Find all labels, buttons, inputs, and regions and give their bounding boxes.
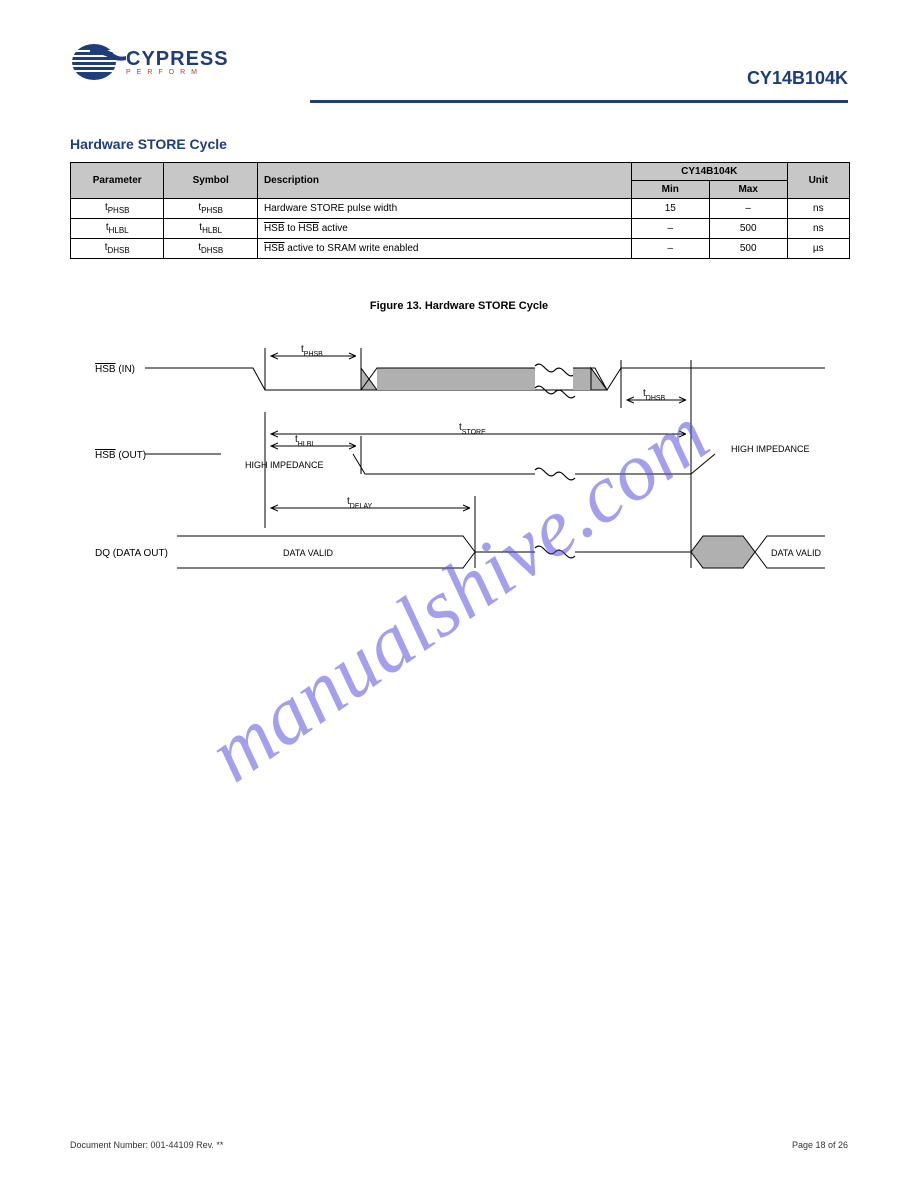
svg-text:tDHSB: tDHSB — [643, 388, 666, 402]
col-max: Max — [709, 181, 787, 199]
label-high-impedance-2: HIGH IMPEDANCE — [731, 444, 810, 454]
footer-right: Page 18 of 26 — [792, 1140, 848, 1150]
timing-diagram: HSB (IN) tPHSB tSTORE — [95, 328, 825, 598]
table-head: Parameter Symbol Description CY14B104K U… — [71, 163, 850, 199]
svg-text:tHLBL: tHLBL — [295, 434, 315, 448]
page-footer: Document Number: 001-44109 Rev. ** Page … — [70, 1140, 848, 1150]
brand-logo: CYPRESS PERFORM — [70, 40, 848, 84]
col-unit: Unit — [787, 163, 849, 199]
brand-text: CYPRESS PERFORM — [126, 48, 229, 76]
signal-label-hsb-in: HSB (IN) — [95, 364, 135, 375]
col-part: CY14B104K — [631, 163, 787, 181]
col-symbol: Symbol — [164, 163, 257, 199]
label-data-valid-2: DATA VALID — [771, 548, 822, 558]
svg-text:tPHSB: tPHSB — [301, 344, 323, 358]
timing-parameters-table: Parameter Symbol Description CY14B104K U… — [70, 162, 850, 259]
label-high-impedance: HIGH IMPEDANCE — [245, 460, 324, 470]
header-rule — [310, 100, 848, 103]
table-body: tPHSB tPHSB Hardware STORE pulse width 1… — [71, 199, 850, 259]
svg-text:tSTORE: tSTORE — [459, 422, 486, 436]
brand-name: CYPRESS — [126, 48, 229, 71]
part-number: CY14B104K — [747, 68, 848, 89]
label-data-valid: DATA VALID — [283, 548, 334, 558]
col-parameter: Parameter — [71, 163, 164, 199]
col-min: Min — [631, 181, 709, 199]
table-row: tPHSB tPHSB Hardware STORE pulse width 1… — [71, 199, 850, 219]
table-row: tDHSB tDHSB HSB active to SRAM write ena… — [71, 239, 850, 259]
figure-caption: Figure 13. Hardware STORE Cycle — [70, 300, 848, 312]
page-header: CYPRESS PERFORM CY14B104K — [70, 40, 848, 84]
section-title: Hardware STORE Cycle — [70, 136, 227, 152]
svg-text:tDELAY: tDELAY — [347, 496, 373, 510]
col-description: Description — [257, 163, 631, 199]
table-row: tHLBL tHLBL HSB to HSB active – 500 ns — [71, 219, 850, 239]
timing-diagram-svg: HSB (IN) tPHSB tSTORE — [95, 328, 825, 598]
signal-label-hsb-out: HSB (OUT) — [95, 450, 146, 461]
signal-label-dq: DQ (DATA OUT) — [95, 548, 168, 559]
brand-emblem-icon — [70, 40, 130, 84]
footer-left: Document Number: 001-44109 Rev. ** — [70, 1140, 223, 1150]
